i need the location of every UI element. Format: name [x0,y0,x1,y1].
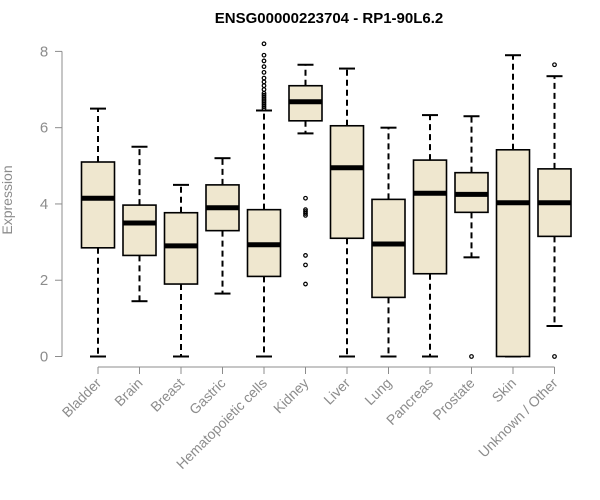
x-tick-label-10: Skin [489,375,520,406]
box-7 [371,126,406,358]
outlier-4-11 [261,79,267,85]
outlier-4-15 [261,58,267,64]
box-2 [163,183,199,358]
outlier-5-6 [303,262,308,268]
box-rect-8 [412,159,448,275]
outlier-11-0 [552,62,557,68]
box-9 [454,115,489,359]
box-0 [80,107,116,358]
outlier-4-7 [261,92,267,98]
outlier-5-5 [303,253,308,258]
x-tick-label-0: Bladder [59,375,105,421]
outlier-5-7 [303,281,308,287]
y-axis-label: Expression [0,165,15,234]
box-rect-7 [371,198,406,299]
x-tick-label-5: Kidney [270,375,312,417]
outlier-5-0 [303,195,308,201]
x-tick-label-11: Unknown / Other [475,375,561,461]
box-6 [329,67,365,358]
x-tick-label-1: Brain [111,375,145,409]
outlier-4-12 [261,75,267,81]
outlier-11-1 [552,354,557,359]
box-rect-6 [329,124,365,240]
y-tick-label-8: 8 [40,43,48,60]
x-tick-label-6: Liver [320,375,353,408]
outlier-4-13 [261,69,267,75]
y-tick-label-4: 4 [40,196,48,213]
outlier-4-9 [261,87,267,92]
box-8 [412,114,448,358]
outlier-4-16 [261,52,267,58]
outlier-5-4 [303,212,308,218]
box-1 [122,145,157,303]
box-rect-1 [122,204,157,257]
boxes-group [80,41,572,359]
y-axis: 0 2 4 6 8 [40,43,63,366]
y-tick-label-0: 0 [40,349,48,366]
outlier-4-17 [261,41,267,47]
x-tick-label-7: Lung [361,375,394,408]
box-5 [288,63,323,287]
box-rect-0 [80,161,116,249]
outlier-4-14 [261,64,267,70]
box-11 [537,62,572,359]
box-rect-10 [495,148,531,358]
outlier-4-10 [261,83,267,89]
outlier-5-3 [303,211,308,216]
box-10 [495,54,531,358]
x-tick-label-9: Prostate [429,375,477,423]
box-4 [246,41,282,358]
chart-title: ENSG00000223704 - RP1-90L6.2 [215,10,443,27]
x-tick-label-2: Breast [147,375,187,415]
box-3 [205,157,240,295]
y-tick-label-6: 6 [40,120,48,137]
y-tick-label-2: 2 [40,272,48,289]
outlier-9-0 [469,354,474,359]
